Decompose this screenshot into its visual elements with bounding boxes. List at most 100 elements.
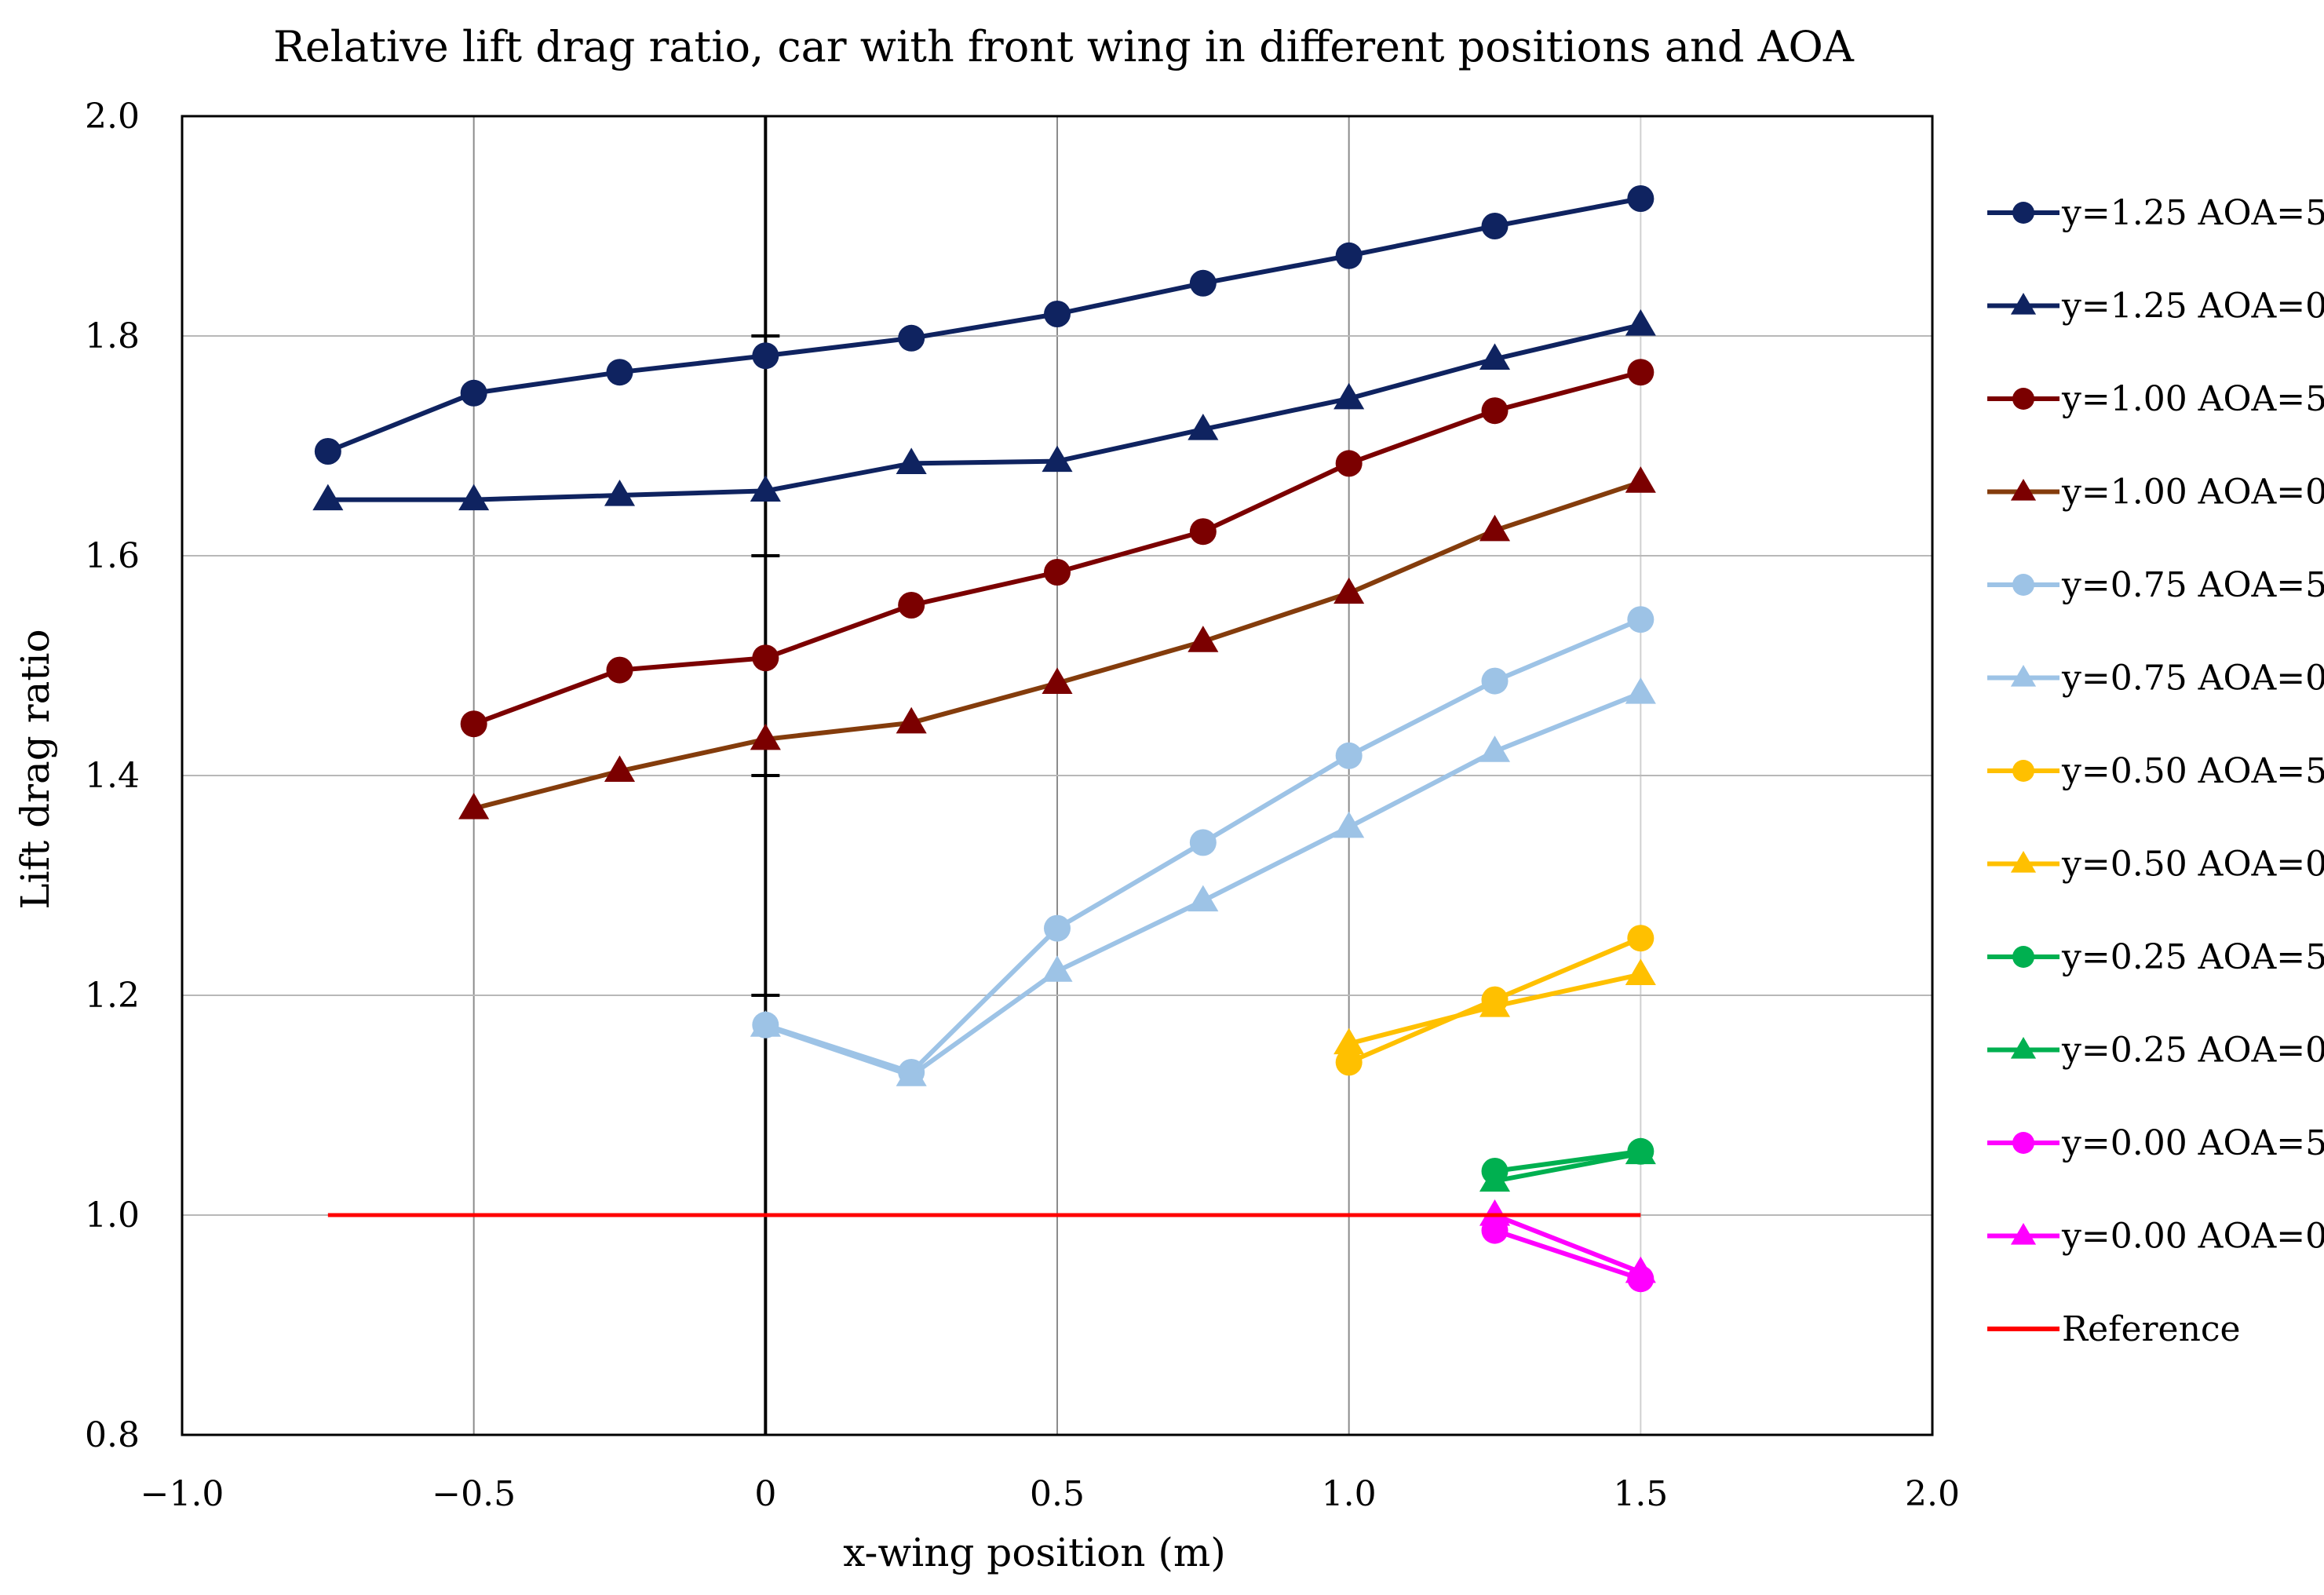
series-y-1-00-aoa-0 bbox=[458, 466, 1656, 819]
data-point bbox=[1479, 1199, 1511, 1226]
series-y-0-75-aoa-5 bbox=[752, 606, 1655, 1086]
legend-label: y=0.25 AOA=5 bbox=[2061, 937, 2324, 977]
data-point bbox=[1335, 742, 1363, 769]
data-point bbox=[1042, 667, 1073, 694]
data-point bbox=[1188, 885, 1219, 912]
legend-swatch-marker bbox=[2012, 1132, 2034, 1154]
data-point bbox=[312, 484, 344, 511]
data-point bbox=[314, 438, 341, 465]
x-tick-label: −0.5 bbox=[432, 1474, 516, 1514]
series-line bbox=[1494, 1148, 1641, 1173]
data-point bbox=[1044, 914, 1071, 942]
data-point bbox=[604, 479, 636, 506]
data-point bbox=[898, 592, 925, 619]
series-y-1-25-aoa-0 bbox=[312, 308, 1656, 511]
data-point bbox=[750, 723, 781, 750]
y-tick-label: 1.0 bbox=[85, 1195, 140, 1235]
legend-label: y=0.50 AOA=0 bbox=[2061, 845, 2324, 885]
data-point bbox=[898, 324, 925, 352]
legend-item: y=1.00 AOA=0 bbox=[1987, 473, 2324, 513]
data-point bbox=[1625, 466, 1656, 493]
data-point bbox=[1479, 343, 1511, 370]
plot-area-border bbox=[181, 115, 1934, 1436]
data-point bbox=[1479, 990, 1511, 1017]
y-tick-label: 1.2 bbox=[85, 976, 140, 1016]
data-point bbox=[1189, 269, 1217, 297]
series-line bbox=[327, 323, 1642, 502]
data-point bbox=[1479, 1165, 1511, 1192]
y-tick-label: 1.4 bbox=[85, 756, 140, 796]
series-y-0-75-aoa-0 bbox=[750, 677, 1656, 1086]
data-point bbox=[1335, 450, 1363, 477]
data-point bbox=[606, 656, 633, 684]
legend-item: y=0.00 AOA=0 bbox=[1987, 1217, 2324, 1257]
data-point bbox=[1044, 301, 1071, 327]
y-tick-label: 0.8 bbox=[85, 1415, 140, 1455]
legend-item: y=0.75 AOA=0 bbox=[1987, 659, 2324, 699]
legend-swatch-marker bbox=[2012, 574, 2034, 596]
data-point bbox=[604, 755, 636, 782]
series-y-1-25-aoa-5 bbox=[314, 185, 1655, 465]
series-line bbox=[1494, 1151, 1641, 1184]
legend-label: y=1.25 AOA=5 bbox=[2061, 193, 2324, 233]
series-line bbox=[1494, 1213, 1642, 1275]
legend-swatch-marker bbox=[2012, 202, 2034, 224]
legend-label: Reference bbox=[2062, 1309, 2241, 1349]
legend-label: y=1.25 AOA=0 bbox=[2061, 287, 2324, 327]
series-line bbox=[1494, 1228, 1642, 1282]
legend-label: y=0.00 AOA=5 bbox=[2061, 1123, 2324, 1163]
data-point bbox=[1188, 413, 1219, 440]
y-tick-label: 1.8 bbox=[85, 316, 140, 356]
legend-swatch-marker bbox=[2012, 388, 2034, 410]
series-line bbox=[764, 691, 1642, 1079]
legend-item: y=0.75 AOA=5 bbox=[1987, 565, 2324, 605]
x-tick-label: 0.5 bbox=[1030, 1474, 1085, 1514]
legend-label: y=1.00 AOA=0 bbox=[2061, 473, 2324, 513]
legend-swatch-marker bbox=[2010, 665, 2037, 687]
legend-label: y=0.00 AOA=0 bbox=[2061, 1217, 2324, 1257]
data-point bbox=[1335, 1049, 1363, 1076]
series-line bbox=[327, 196, 1641, 454]
legend-swatch-marker bbox=[2010, 1037, 2037, 1059]
legend-label: y=0.75 AOA=0 bbox=[2061, 659, 2324, 699]
y-tick-label: 1.6 bbox=[85, 536, 140, 576]
data-series bbox=[312, 185, 1656, 1293]
legend-item: y=0.25 AOA=5 bbox=[1987, 937, 2324, 977]
data-point bbox=[1479, 514, 1511, 542]
legend-item: y=1.25 AOA=0 bbox=[1987, 287, 2324, 327]
y-axis-title: Lift drag ratio bbox=[13, 629, 58, 909]
x-tick-label: 1.0 bbox=[1322, 1474, 1377, 1514]
x-tick-label: 0 bbox=[754, 1474, 776, 1514]
legend-swatch-marker bbox=[2012, 760, 2034, 782]
data-point bbox=[1481, 397, 1509, 425]
data-point bbox=[458, 792, 490, 819]
data-point bbox=[752, 644, 779, 672]
data-point bbox=[1481, 213, 1509, 239]
y-tick-label: 2.0 bbox=[85, 97, 140, 137]
data-point bbox=[1333, 1027, 1365, 1055]
legend-swatch-marker bbox=[2010, 293, 2037, 315]
data-point bbox=[1479, 735, 1511, 762]
legend-swatch-marker bbox=[2010, 479, 2037, 501]
series-y-1-00-aoa-5 bbox=[460, 359, 1655, 738]
data-point bbox=[1044, 559, 1071, 586]
data-point bbox=[1481, 667, 1509, 695]
data-point bbox=[1627, 185, 1655, 212]
data-point bbox=[1625, 1256, 1656, 1283]
legend-label: y=1.00 AOA=5 bbox=[2061, 379, 2324, 419]
data-point bbox=[1625, 1137, 1656, 1165]
data-point bbox=[1333, 577, 1365, 604]
legend-item: y=1.25 AOA=5 bbox=[1987, 193, 2324, 233]
data-point bbox=[1627, 606, 1655, 633]
data-point bbox=[1042, 445, 1073, 473]
data-point bbox=[750, 1010, 781, 1037]
legend-item: y=0.25 AOA=0 bbox=[1987, 1031, 2324, 1071]
data-point bbox=[1333, 811, 1365, 838]
data-point bbox=[896, 706, 927, 734]
x-tick-label: 1.5 bbox=[1613, 1474, 1668, 1514]
data-point bbox=[458, 484, 490, 511]
data-point bbox=[1189, 518, 1217, 546]
legend-label: y=0.75 AOA=5 bbox=[2061, 565, 2324, 605]
